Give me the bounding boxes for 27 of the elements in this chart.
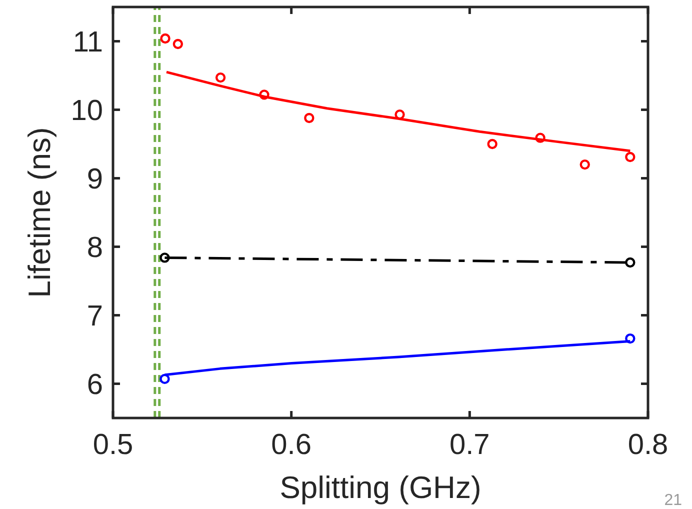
text: 21: [664, 492, 682, 509]
y-tick-label: 9: [86, 163, 103, 196]
point: [625, 333, 636, 344]
y-tick-label: 11: [72, 26, 103, 58]
point: [259, 90, 270, 100]
point: [160, 252, 170, 263]
point: [487, 138, 498, 150]
point: [394, 109, 405, 120]
x-tick-label: 0.6: [271, 429, 312, 461]
y-axis-title: Lifetime (ns): [22, 127, 57, 298]
point: [535, 132, 546, 143]
point: [304, 112, 314, 124]
x-tick-label: 0.8: [628, 429, 668, 461]
x-tick-label: 0.5: [92, 429, 134, 461]
point: [580, 159, 590, 170]
x-axis-title: Splitting (GHz): [280, 470, 482, 505]
point: [172, 38, 184, 50]
point: [625, 257, 636, 268]
x-tick-label: 0.7: [450, 429, 490, 461]
y-tick-label: 6: [86, 368, 103, 401]
y-tick-label: 7: [86, 300, 103, 332]
point: [625, 152, 636, 162]
y-tick-label: 8: [86, 232, 103, 264]
y-tick-label: 10: [70, 94, 103, 127]
point: [215, 72, 226, 83]
point: [160, 374, 170, 384]
point: [160, 33, 170, 44]
